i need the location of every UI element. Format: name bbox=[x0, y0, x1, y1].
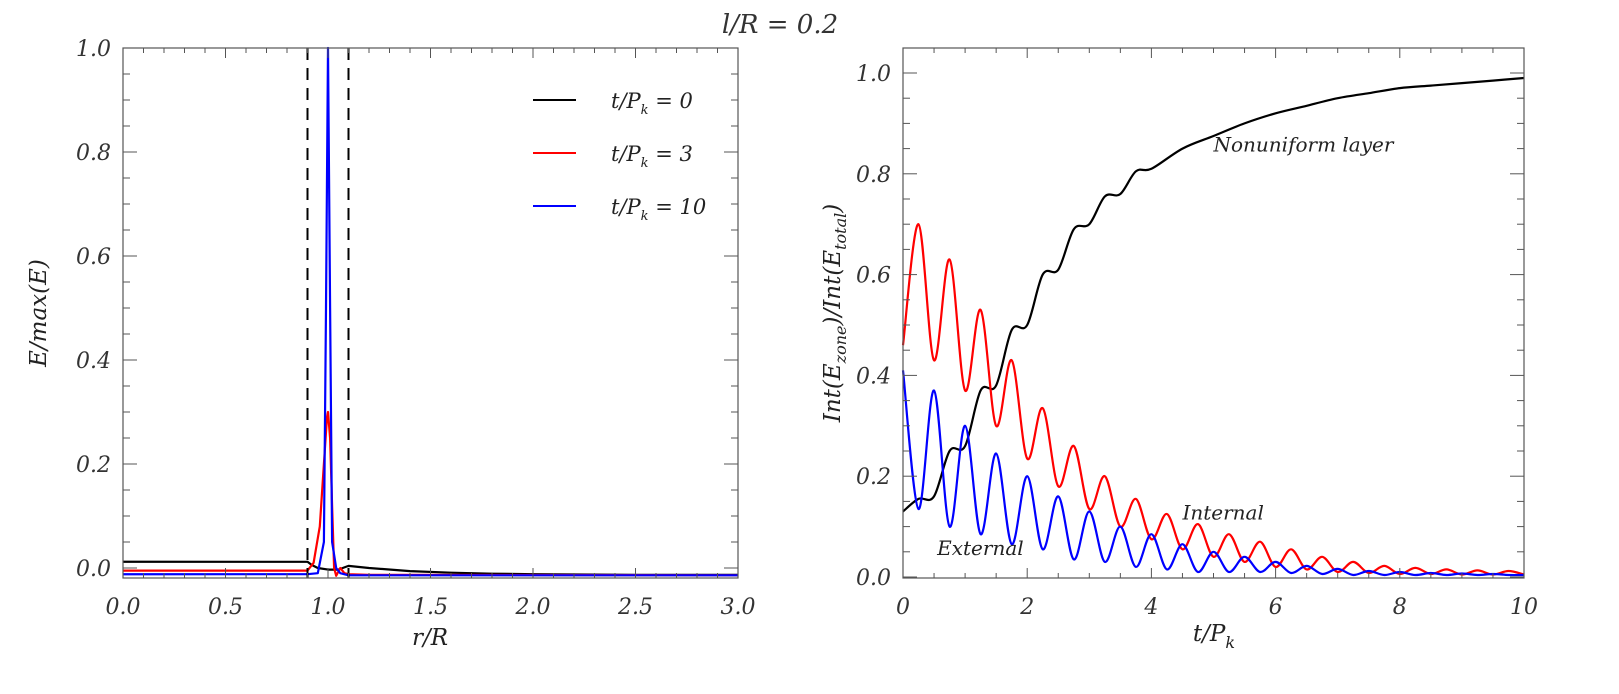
right-series-annotations: Nonuniform layer Internal External bbox=[936, 133, 1395, 560]
x-tick-label: 2.5 bbox=[617, 595, 653, 620]
right-plot-frame bbox=[902, 47, 1525, 579]
y-tick-label: 0.0 bbox=[76, 557, 111, 582]
x-tick-label: 0.0 bbox=[106, 595, 141, 620]
left-x-axis-title: r/R bbox=[412, 625, 448, 651]
legend-item-0: t/Pk = 0 bbox=[533, 89, 693, 118]
left-chart-energy-profile: 0.0 0.5 1.0 1.5 2.0 2.5 3.0 0.0 0.2 0.4 0.6 0.8 1.0… bbox=[26, 37, 756, 651]
x-tick-label: 3.0 bbox=[721, 595, 756, 620]
y-tick-label: 0.2 bbox=[76, 453, 111, 478]
left-x-tick-labels: 0.0 0.5 1.0 1.5 2.0 2.5 3.0 bbox=[106, 595, 756, 620]
legend: t/Pk = 0 t/Pk = 3 t/Pk = 10 bbox=[533, 89, 706, 224]
right-x-axis-title: t/Pk bbox=[1193, 621, 1235, 652]
right-y-tick-labels: 0.0 0.2 0.4 0.6 0.8 1.0 bbox=[856, 62, 891, 591]
series-line-1 bbox=[123, 410, 739, 577]
right-chart-energy-fraction: 0 2 4 6 8 10 0.0 0.2 0.4 0.6 0.8 1.0 t/Pk Int(Ezon… bbox=[820, 47, 1538, 652]
series-line-2 bbox=[122, 46, 738, 577]
right-plot-lines bbox=[901, 76, 1525, 577]
series-line-nonuniform-layer bbox=[902, 76, 1525, 513]
x-tick-label: 1.5 bbox=[413, 595, 448, 620]
right-y-axis-title-text: Int(Ezone)/Int(Etotal) bbox=[820, 204, 850, 424]
legend-label: t/Pk = 0 bbox=[611, 89, 693, 118]
x-tick-label: 2.0 bbox=[515, 595, 551, 620]
x-tick-label: 8 bbox=[1393, 595, 1407, 620]
y-tick-label: 1.0 bbox=[856, 62, 891, 87]
x-tick-label: 4 bbox=[1143, 595, 1158, 620]
annotation-external: External bbox=[936, 536, 1024, 560]
y-tick-label: 0.6 bbox=[856, 264, 891, 289]
x-tick-label: 1.0 bbox=[311, 595, 346, 620]
right-axis-ticks bbox=[902, 48, 1525, 578]
x-tick-label: 0.5 bbox=[208, 595, 243, 620]
series-line-external bbox=[901, 370, 1525, 577]
legend-label: t/Pk = 10 bbox=[611, 195, 706, 224]
right-x-axis-title-sub: k bbox=[1225, 633, 1235, 652]
x-tick-label: 2 bbox=[1019, 595, 1034, 620]
x-tick-label: 0 bbox=[896, 595, 910, 620]
y-tick-label: 0.8 bbox=[76, 141, 111, 166]
y-tick-label: 0.4 bbox=[856, 364, 891, 389]
annotation-internal: Internal bbox=[1181, 500, 1263, 524]
left-plot-frame bbox=[122, 47, 739, 579]
y-tick-label: 1.0 bbox=[76, 37, 111, 62]
y-tick-label: 0.2 bbox=[856, 465, 891, 490]
y-tick-label: 0.8 bbox=[856, 163, 891, 188]
left-axis-ticks bbox=[122, 47, 739, 578]
y-tick-label: 0.0 bbox=[856, 566, 891, 591]
left-boundary-dashed-lines bbox=[306, 48, 350, 578]
legend-label: t/Pk = 3 bbox=[611, 142, 693, 171]
left-y-tick-labels: 0.0 0.2 0.4 0.6 0.8 1.0 bbox=[76, 37, 111, 582]
x-tick-label: 6 bbox=[1269, 595, 1283, 620]
legend-item-1: t/Pk = 3 bbox=[533, 142, 693, 171]
right-x-tick-labels: 0 2 4 6 8 10 bbox=[896, 595, 1538, 620]
legend-item-2: t/Pk = 10 bbox=[533, 195, 706, 224]
right-y-axis-title: Int(Ezone)/Int(Etotal) bbox=[820, 204, 850, 424]
right-x-axis-title-main: t/Pk bbox=[1193, 621, 1235, 652]
y-tick-label: 0.4 bbox=[76, 349, 111, 374]
x-tick-label: 10 bbox=[1510, 595, 1538, 620]
figure-suptitle: l/R = 0.2 bbox=[722, 10, 838, 40]
series-line-internal bbox=[901, 223, 1525, 576]
left-y-axis-title: E/max(E) bbox=[26, 259, 52, 368]
annotation-nonuniform-layer: Nonuniform layer bbox=[1213, 133, 1395, 157]
left-plot-lines bbox=[122, 46, 739, 577]
y-tick-label: 0.6 bbox=[76, 245, 111, 270]
